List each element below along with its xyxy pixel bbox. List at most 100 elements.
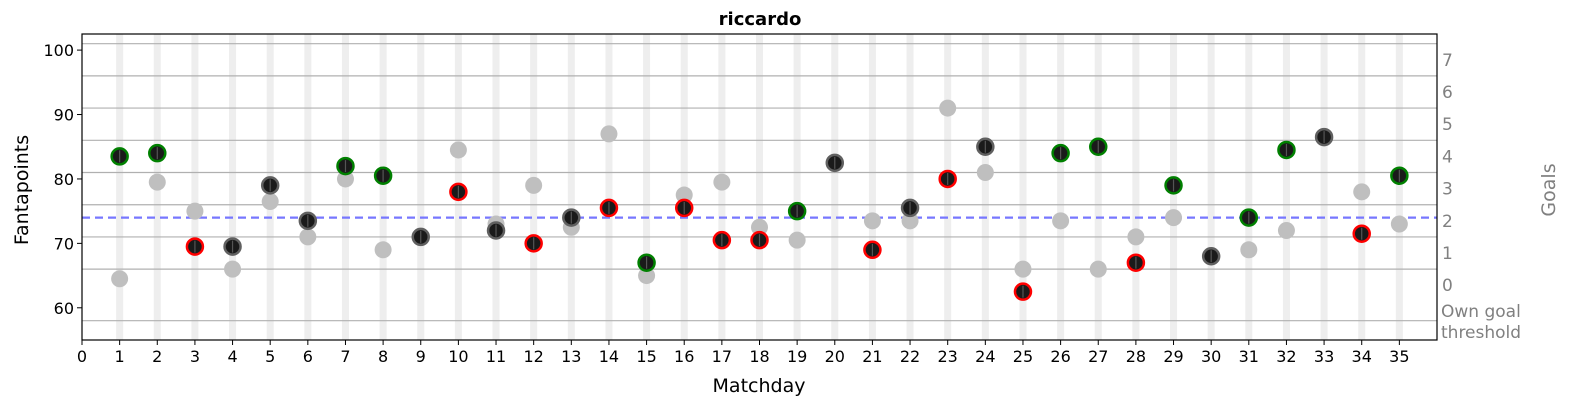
- x-tick-label: 20: [825, 347, 845, 366]
- opponent-point: [901, 212, 919, 230]
- x-tick-label: 13: [561, 347, 581, 366]
- opponent-point: [449, 141, 467, 159]
- y-tick-label: 80: [54, 170, 74, 189]
- matchday-band: [981, 34, 989, 340]
- matchday-band: [1395, 34, 1403, 340]
- goal-tick-label: 6: [1442, 83, 1453, 103]
- goal-tick-label: 4: [1442, 147, 1453, 167]
- x-tick-label: 5: [265, 347, 275, 366]
- goal-tick-label: 5: [1442, 115, 1453, 135]
- x-tick-label: 29: [1163, 347, 1183, 366]
- x-tick-label: 17: [712, 347, 732, 366]
- chart-title: riccardo: [719, 9, 802, 30]
- x-tick-label: 12: [523, 347, 543, 366]
- matchday-band: [756, 34, 763, 340]
- matchday-band: [831, 34, 839, 340]
- x-tick-label: 0: [77, 347, 87, 366]
- matchday-band: [492, 34, 500, 340]
- x-tick-label: 3: [190, 347, 200, 366]
- opponent-point: [148, 173, 166, 191]
- x-tick-label: 25: [1013, 347, 1033, 366]
- opponent-point: [976, 164, 994, 182]
- matchday-band: [379, 34, 387, 340]
- x-tick-label: 23: [938, 347, 958, 366]
- opponent-point: [224, 260, 242, 278]
- matchday-band: [567, 34, 575, 340]
- x-tick-label: 8: [378, 347, 388, 366]
- matchday-band: [1132, 34, 1140, 340]
- opponent-point: [1014, 260, 1032, 278]
- matchday-band: [643, 34, 651, 340]
- x-tick-label: 26: [1050, 347, 1070, 366]
- x-tick-label: 22: [900, 347, 920, 366]
- matchday-band: [868, 34, 876, 340]
- x-tick-label: 16: [674, 347, 694, 366]
- opponent-point: [751, 218, 768, 236]
- opponent-point: [1390, 215, 1408, 233]
- y-tick-label: 100: [43, 41, 74, 60]
- x-tick-label: 34: [1352, 347, 1372, 366]
- opponent-point: [638, 267, 656, 285]
- matchday-band: [793, 34, 801, 340]
- opponent-point: [1240, 241, 1258, 259]
- x-tick-label: 18: [749, 347, 769, 366]
- x-tick-label: 10: [448, 347, 468, 366]
- goal-tick-label: 1: [1442, 244, 1453, 264]
- x-tick-label: 19: [787, 347, 807, 366]
- x-tick-label: 6: [303, 347, 313, 366]
- x-tick-label: 7: [340, 347, 350, 366]
- x-tick-label: 14: [599, 347, 619, 366]
- matchday-band: [1057, 34, 1065, 340]
- x-tick-label: 9: [416, 347, 426, 366]
- goal-tick-label: 7: [1442, 51, 1453, 71]
- x-tick-label: 30: [1201, 347, 1221, 366]
- x-tick-label: 33: [1314, 347, 1334, 366]
- goal-tick-label: 3: [1442, 180, 1453, 200]
- opponent-point: [261, 192, 279, 210]
- opponent-point: [1089, 260, 1107, 278]
- x-tick-label: 21: [862, 347, 882, 366]
- matchday-band: [417, 34, 425, 340]
- goal-tick-label: 2: [1442, 212, 1453, 232]
- own-goal-label: Own goal threshold: [1441, 302, 1521, 343]
- y-tick-label: 70: [54, 234, 74, 253]
- x-tick-label: 24: [975, 347, 995, 366]
- x-tick-label: 2: [152, 347, 162, 366]
- x-tick-label: 1: [115, 347, 125, 366]
- opponent-point: [186, 202, 204, 220]
- x-tick-label: 28: [1126, 347, 1146, 366]
- opponent-point: [299, 228, 317, 246]
- opponent-point: [863, 212, 881, 230]
- matchday-band: [1207, 34, 1215, 340]
- opponent-point: [1127, 228, 1145, 246]
- opponent-point: [1052, 212, 1070, 230]
- matchday-band: [906, 34, 914, 340]
- matchday-band: [304, 34, 312, 340]
- opponent-point: [1353, 183, 1371, 201]
- opponent-point: [336, 170, 354, 188]
- opponent-point: [939, 99, 957, 117]
- y2-axis-label: Goals: [1538, 163, 1560, 216]
- matchday-band: [605, 34, 613, 340]
- opponent-point: [374, 241, 392, 259]
- goal-tick-label: 0: [1442, 276, 1453, 296]
- opponent-point: [111, 270, 129, 288]
- x-axis-label: Matchday: [713, 375, 806, 397]
- opponent-point: [788, 231, 806, 249]
- opponent-point: [713, 173, 731, 191]
- matchday-band: [229, 34, 237, 340]
- matchday-band: [1094, 34, 1102, 340]
- matchday-band: [116, 34, 124, 340]
- matchday-band: [1245, 34, 1253, 340]
- x-tick-label: 4: [227, 347, 237, 366]
- matchday-band: [1019, 34, 1027, 340]
- opponent-point: [525, 176, 543, 194]
- matchday-band: [191, 34, 199, 340]
- x-tick-label: 27: [1088, 347, 1108, 366]
- opponent-point: [600, 125, 618, 143]
- matchday-band: [1320, 34, 1328, 340]
- y-tick-label: 90: [54, 106, 74, 125]
- x-tick-label: 11: [486, 347, 506, 366]
- x-tick-label: 32: [1276, 347, 1296, 366]
